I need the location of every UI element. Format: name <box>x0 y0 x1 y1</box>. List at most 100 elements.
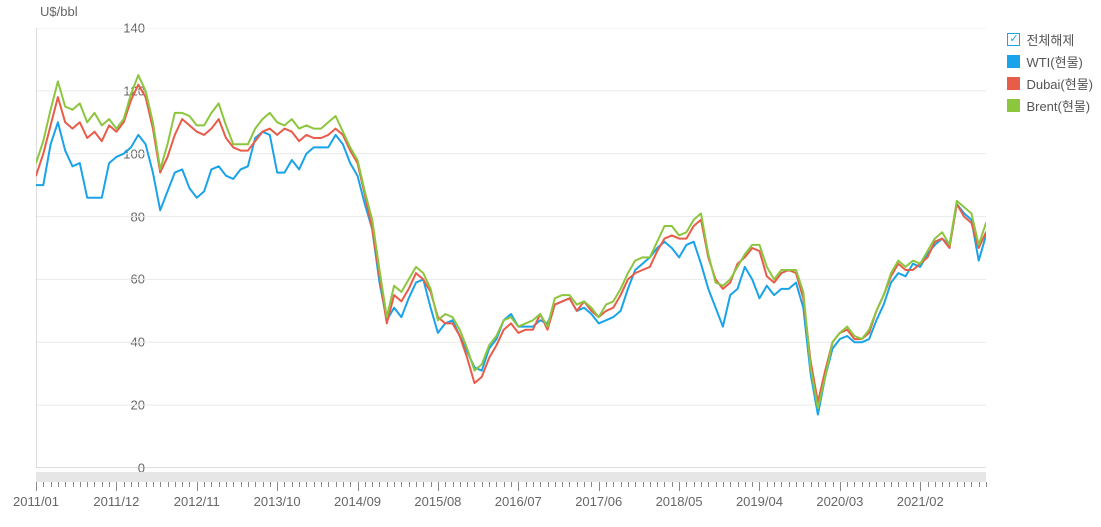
x-minor-tick <box>116 482 117 491</box>
x-minor-tick <box>686 482 687 487</box>
x-tick-label: 2018/05 <box>656 494 703 509</box>
x-minor-tick <box>343 482 344 487</box>
x-minor-tick <box>869 482 870 487</box>
x-minor-tick <box>562 482 563 487</box>
x-minor-tick <box>533 482 534 487</box>
x-minor-tick <box>650 482 651 487</box>
legend-item-label: Brent(현물) <box>1026 96 1090 115</box>
x-minor-tick <box>138 482 139 487</box>
x-minor-tick <box>906 482 907 487</box>
x-minor-tick <box>811 482 812 487</box>
x-minor-tick <box>759 482 760 491</box>
x-minor-tick <box>51 482 52 487</box>
x-minor-tick <box>621 482 622 487</box>
x-minor-tick <box>182 482 183 487</box>
x-minor-tick <box>628 482 629 487</box>
legend-item-dubai[interactable]: Dubai(현물) <box>1007 72 1093 94</box>
x-minor-tick <box>591 482 592 487</box>
x-minor-tick <box>854 482 855 487</box>
x-minor-tick <box>789 482 790 487</box>
x-minor-tick <box>613 482 614 487</box>
x-tick-label: 2012/11 <box>174 494 220 509</box>
x-minor-tick <box>153 482 154 487</box>
chart-scrollbar[interactable] <box>36 472 986 482</box>
x-minor-tick <box>577 482 578 487</box>
x-minor-tick <box>716 482 717 487</box>
x-minor-tick <box>496 482 497 487</box>
x-minor-tick <box>36 482 37 491</box>
x-minor-tick <box>474 482 475 487</box>
x-minor-tick <box>197 482 198 491</box>
x-minor-tick <box>277 482 278 491</box>
x-minor-tick <box>445 482 446 487</box>
series-line <box>36 85 986 402</box>
x-minor-tick <box>942 482 943 487</box>
x-minor-tick <box>664 482 665 487</box>
x-minor-tick <box>672 482 673 487</box>
x-minor-tick <box>825 482 826 487</box>
x-minor-tick <box>453 482 454 487</box>
x-minor-tick <box>833 482 834 487</box>
x-minor-tick <box>949 482 950 487</box>
x-minor-tick <box>160 482 161 487</box>
plot-svg <box>36 28 986 468</box>
x-minor-tick <box>299 482 300 487</box>
x-tick-label: 2017/06 <box>575 494 622 509</box>
x-tick-label: 2021/02 <box>897 494 944 509</box>
x-minor-tick <box>796 482 797 487</box>
x-minor-tick <box>65 482 66 487</box>
x-minor-tick <box>891 482 892 487</box>
x-minor-tick <box>168 482 169 487</box>
x-minor-tick <box>350 482 351 487</box>
x-minor-tick <box>58 482 59 487</box>
x-minor-tick <box>767 482 768 487</box>
x-minor-tick <box>730 482 731 487</box>
x-minor-tick <box>306 482 307 487</box>
x-minor-tick <box>73 482 74 487</box>
legend-item-wti[interactable]: WTI(현물) <box>1007 50 1093 72</box>
x-minor-tick <box>876 482 877 487</box>
x-minor-tick <box>109 482 110 487</box>
x-minor-tick <box>189 482 190 487</box>
legend-toggle-all[interactable]: ✓ 전체해제 <box>1007 28 1093 50</box>
x-minor-tick <box>606 482 607 487</box>
x-minor-tick <box>394 482 395 487</box>
x-minor-tick <box>957 482 958 487</box>
x-tick-label: 2019/04 <box>736 494 783 509</box>
x-minor-tick <box>774 482 775 487</box>
x-minor-tick <box>80 482 81 487</box>
x-minor-tick <box>679 482 680 491</box>
series-line <box>36 122 986 414</box>
x-minor-tick <box>175 482 176 487</box>
x-tick-label: 2016/07 <box>495 494 542 509</box>
x-minor-tick <box>862 482 863 487</box>
x-minor-tick <box>898 482 899 487</box>
x-minor-tick <box>336 482 337 487</box>
x-minor-tick <box>599 482 600 491</box>
x-minor-tick <box>884 482 885 487</box>
x-minor-tick <box>438 482 439 491</box>
x-minor-tick <box>219 482 220 487</box>
x-minor-tick <box>723 482 724 487</box>
x-minor-tick <box>928 482 929 487</box>
x-minor-tick <box>292 482 293 487</box>
x-minor-tick <box>745 482 746 487</box>
x-minor-tick <box>511 482 512 487</box>
x-minor-tick <box>284 482 285 487</box>
x-minor-tick <box>211 482 212 487</box>
legend-item-brent[interactable]: Brent(현물) <box>1007 94 1093 116</box>
x-minor-tick <box>708 482 709 487</box>
x-minor-tick <box>248 482 249 487</box>
x-minor-tick <box>358 482 359 491</box>
x-minor-tick <box>752 482 753 487</box>
x-minor-tick <box>518 482 519 491</box>
x-minor-tick <box>124 482 125 487</box>
x-minor-tick <box>555 482 556 487</box>
x-minor-tick <box>504 482 505 487</box>
x-minor-tick <box>818 482 819 487</box>
x-minor-tick <box>204 482 205 487</box>
x-minor-tick <box>540 482 541 487</box>
x-minor-tick <box>635 482 636 487</box>
x-minor-tick <box>416 482 417 487</box>
x-minor-tick <box>913 482 914 487</box>
